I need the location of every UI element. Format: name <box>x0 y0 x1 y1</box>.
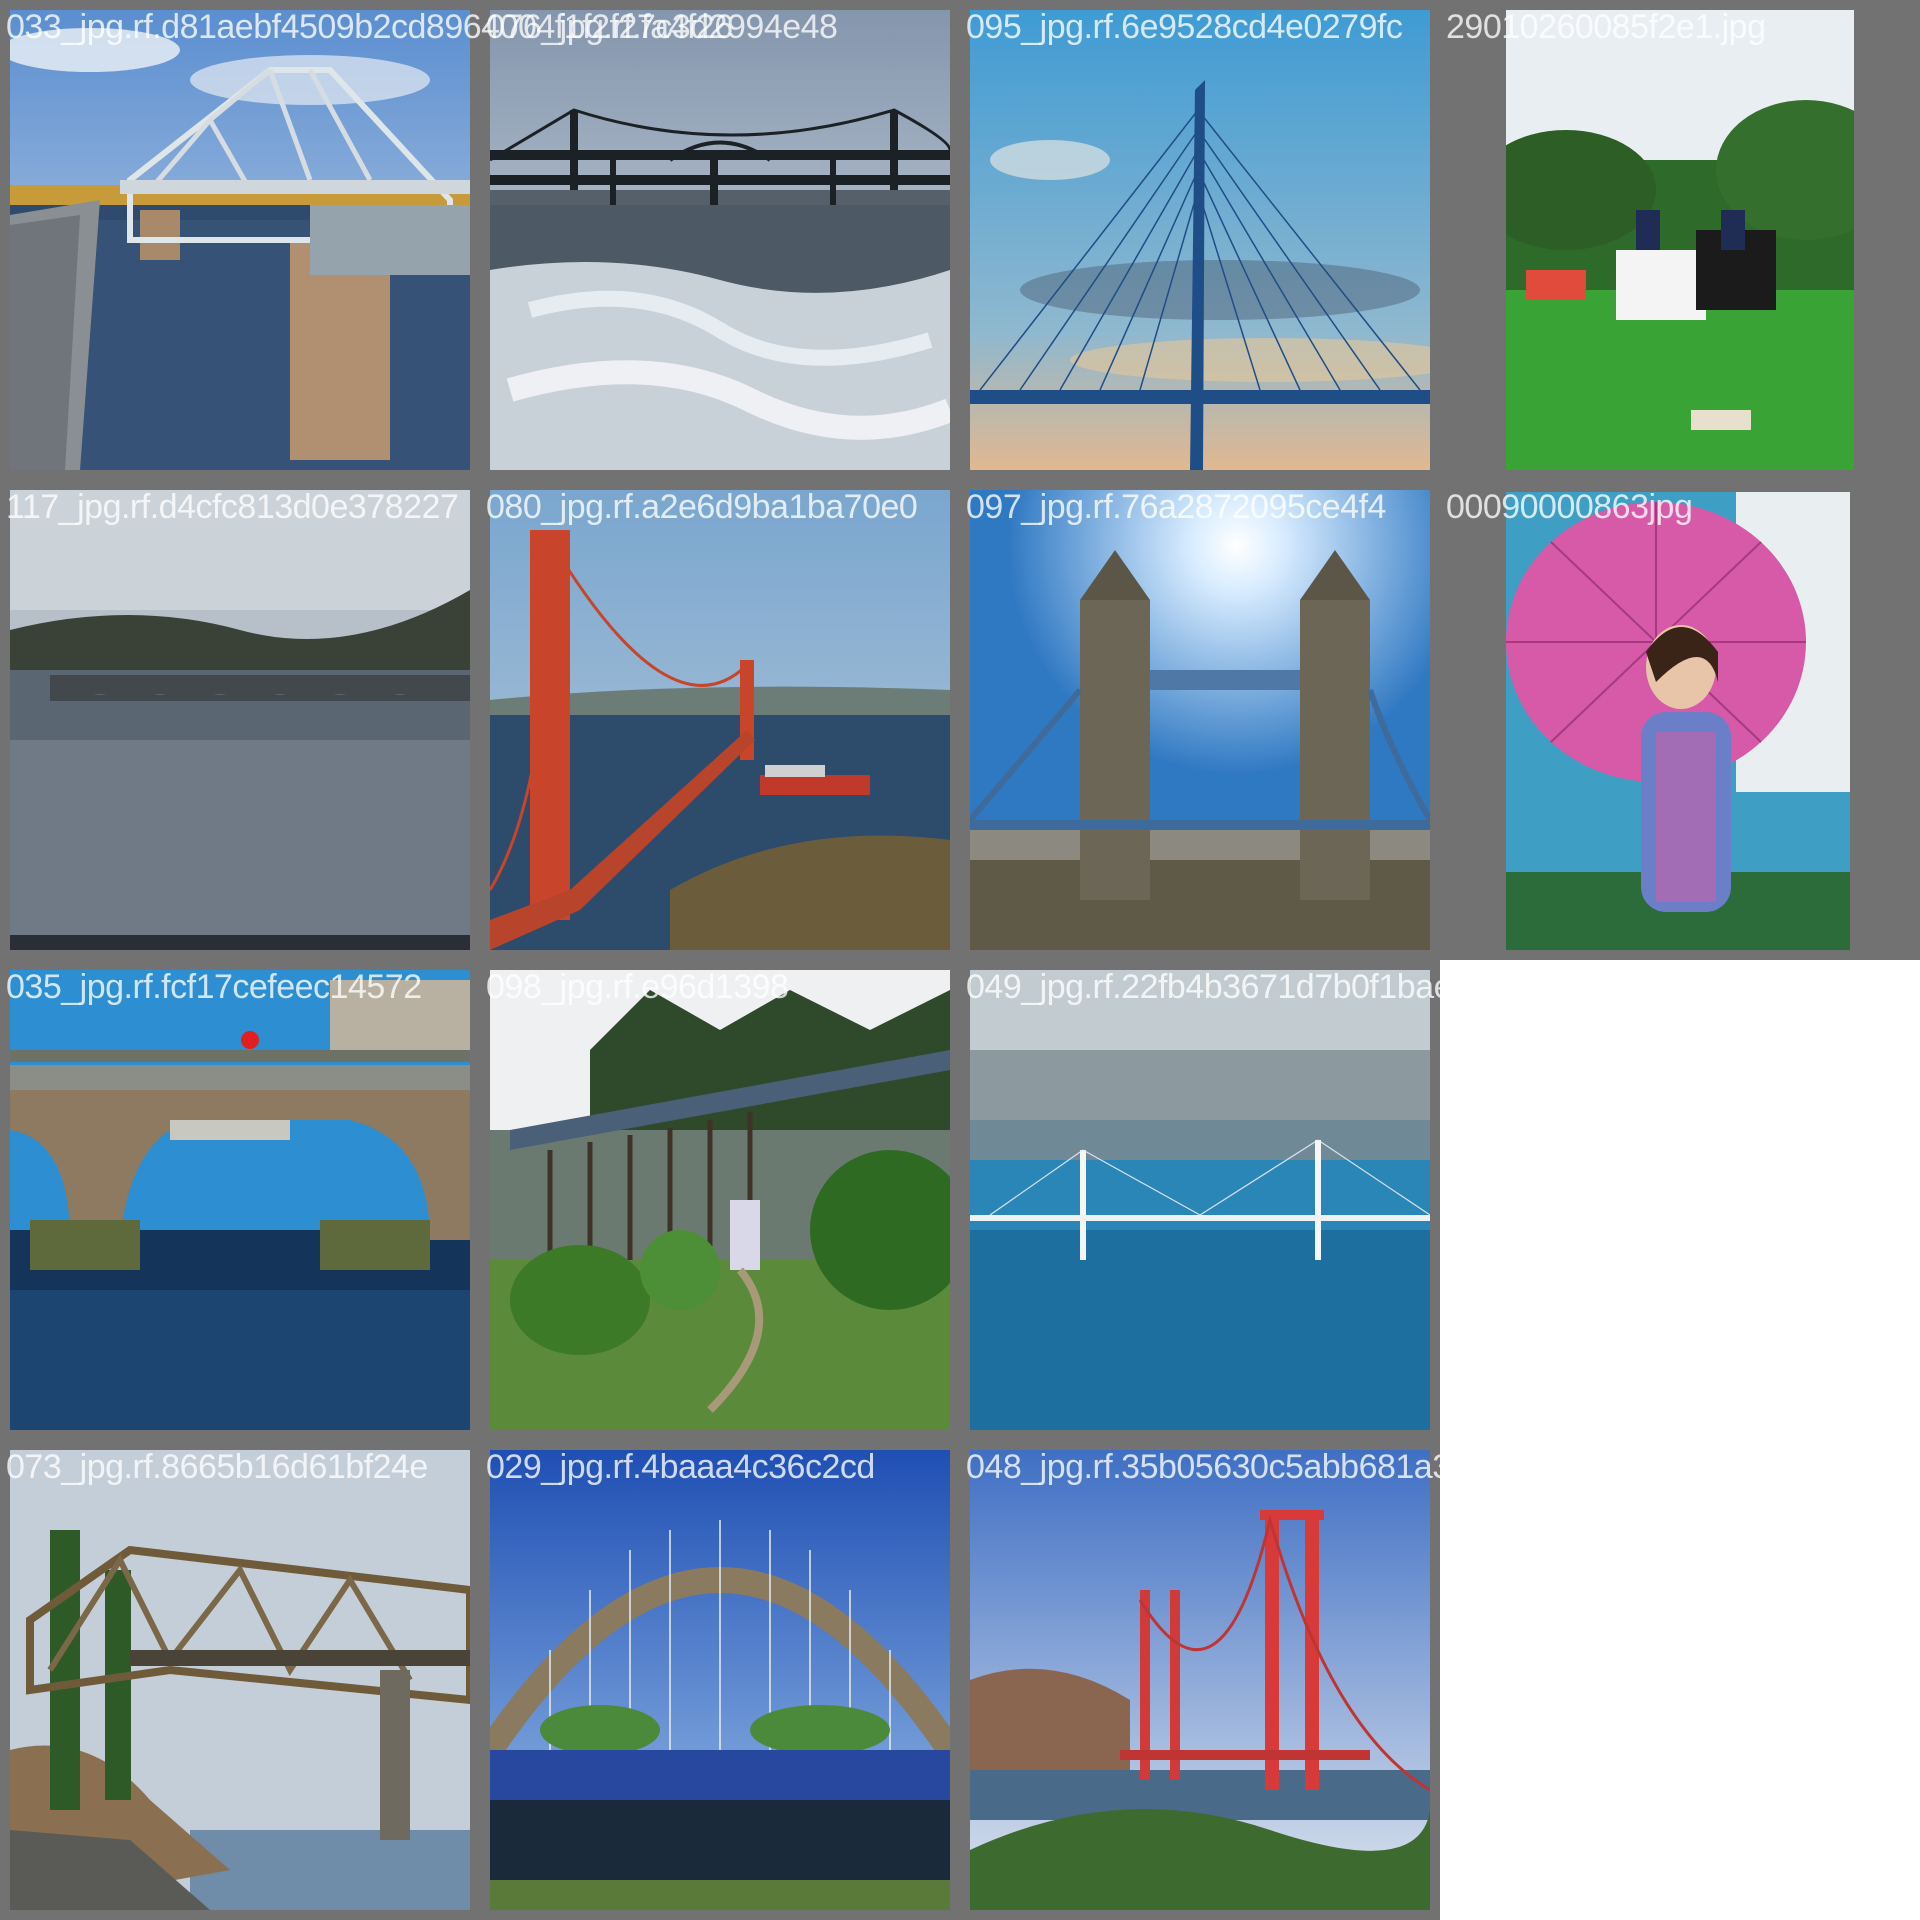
bridge-photo <box>10 970 470 1430</box>
image-tile[interactable]: 117_jpg.rf.d4cfc813d0e378227 <box>0 480 480 960</box>
image-tile[interactable]: 029_jpg.rf.4baaa4c36c2cd <box>480 1440 960 1920</box>
empty-cell <box>1440 1440 1920 1920</box>
image-tile[interactable]: 00090000863jpg <box>1440 480 1920 960</box>
image-tile[interactable]: 095_jpg.rf.6e9528cd4e0279fc <box>960 0 1440 480</box>
bridge-photo <box>970 1450 1430 1910</box>
portrait-photo <box>1506 492 1850 950</box>
bridge-photo <box>10 1450 470 1910</box>
image-tile[interactable]: 033_jpg.rf.d81aebf4509b2cd8964004f1f2f27… <box>0 0 838 480</box>
bridge-photo <box>970 490 1430 950</box>
bridge-photo <box>490 490 950 950</box>
image-tile[interactable]: 076_jpg.rf.fa4f26 <box>480 0 960 480</box>
image-tile[interactable]: 097_jpg.rf.76a2872095ce4f4 <box>960 480 1440 960</box>
image-tile[interactable]: 098_jpg.rf.e96d1398 <box>480 960 960 1440</box>
image-tile[interactable]: 049_jpg.rf.22fb4b3671d7b0f1bae140f45f346… <box>960 960 1655 1440</box>
image-tile[interactable]: 035_jpg.rf.fcf17cefeec14572 <box>0 960 480 1440</box>
bridge-photo <box>490 970 950 1430</box>
bridge-photo <box>10 10 470 470</box>
bridge-photo <box>970 970 1430 1430</box>
image-tile[interactable]: 080_jpg.rf.a2e6d9ba1ba70e0 <box>480 480 960 960</box>
image-tile[interactable]: 29010260085f2e1.jpg <box>1440 0 1920 480</box>
empty-cell <box>1440 960 1920 1440</box>
bridge-photo <box>10 490 470 950</box>
image-tile[interactable]: 048_jpg.rf.35b05630c5abb681a382d496039f7 <box>960 1440 1644 1920</box>
horse-photo <box>1506 10 1854 470</box>
bridge-photo <box>490 10 950 470</box>
image-tile[interactable]: 073_jpg.rf.8665b16d61bf24e <box>0 1440 480 1920</box>
bridge-photo <box>970 10 1430 470</box>
bridge-photo <box>490 1450 950 1910</box>
